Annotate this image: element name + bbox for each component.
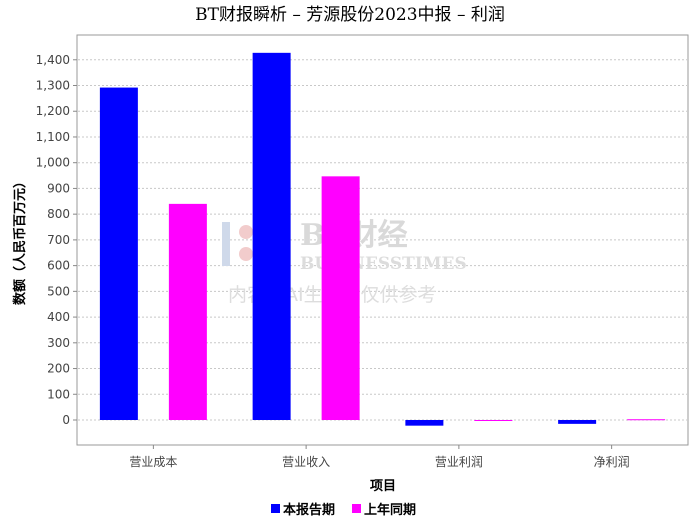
- x-tick-label: 营业收入: [282, 455, 330, 469]
- y-tick-label: 1,000: [36, 156, 70, 170]
- y-tick-label: 100: [47, 387, 70, 401]
- x-tick-label: 净利润: [594, 455, 630, 469]
- y-tick-label: 1,300: [36, 79, 70, 93]
- y-tick-label: 1,200: [36, 104, 70, 118]
- watermark-logo-dot-top: [239, 225, 253, 239]
- watermark-logo-bar: [222, 222, 230, 266]
- bar-current-period: [558, 420, 597, 424]
- watermark-logo-dot-bottom: [239, 247, 253, 261]
- x-tick-label: 营业利润: [435, 455, 483, 469]
- y-tick-label: 200: [47, 362, 70, 376]
- bar-current-period: [405, 420, 444, 426]
- legend: 本报告期 上年同期: [271, 502, 416, 518]
- bar-prior-period: [321, 176, 360, 420]
- y-tick-label: 900: [47, 181, 70, 195]
- bar-current-period: [252, 52, 291, 421]
- y-tick-label: 400: [47, 310, 70, 324]
- legend-label: 上年同期: [364, 502, 416, 518]
- legend-swatch: [352, 504, 361, 513]
- x-tick-label: 营业成本: [129, 455, 177, 469]
- bars: [99, 52, 666, 426]
- x-axis-ticks: 营业成本 营业收入 营业利润 净利润: [129, 445, 630, 469]
- bar-prior-period: [474, 420, 513, 421]
- y-tick-label: 800: [47, 207, 70, 221]
- chart-title: BT财报瞬析 – 芳源股份2023中报 – 利润: [195, 5, 505, 25]
- y-tick-label: 1,100: [36, 130, 70, 144]
- bar-prior-period: [168, 203, 207, 420]
- y-tick-label: 700: [47, 233, 70, 247]
- y-axis-ticks: 0 100 200 300 400 500 600 700 800 900 1,000 1,100 1,…: [36, 53, 77, 427]
- y-tick-label: 0: [62, 413, 70, 427]
- y-tick-label: 500: [47, 284, 70, 298]
- x-axis-label: 项目: [370, 479, 396, 494]
- legend-label: 本报告期: [283, 502, 335, 518]
- y-tick-label: 300: [47, 336, 70, 350]
- y-axis-label: 数额（人民币百万元）: [12, 175, 28, 305]
- bar-prior-period: [627, 419, 666, 421]
- legend-swatch: [271, 504, 280, 513]
- bar-current-period: [99, 87, 138, 421]
- y-tick-label: 1,400: [36, 53, 70, 67]
- y-tick-label: 600: [47, 259, 70, 273]
